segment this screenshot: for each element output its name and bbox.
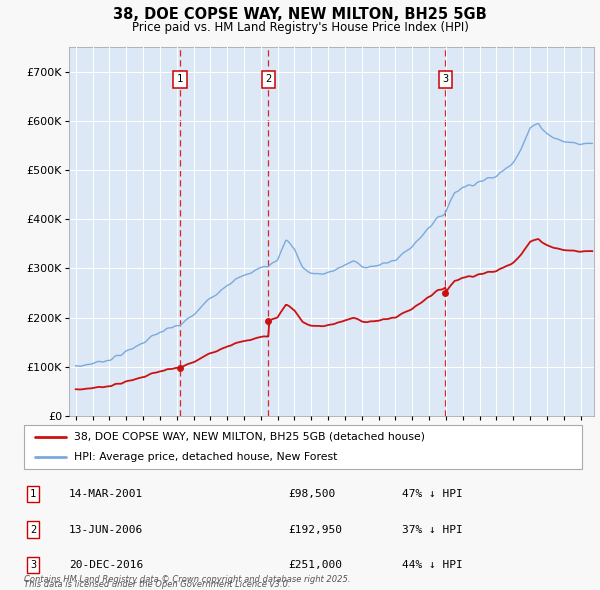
Text: 14-MAR-2001: 14-MAR-2001: [69, 489, 143, 499]
Text: £192,950: £192,950: [288, 525, 342, 535]
Text: 38, DOE COPSE WAY, NEW MILTON, BH25 5GB (detached house): 38, DOE COPSE WAY, NEW MILTON, BH25 5GB …: [74, 432, 425, 442]
Text: HPI: Average price, detached house, New Forest: HPI: Average price, detached house, New …: [74, 452, 338, 462]
Text: 37% ↓ HPI: 37% ↓ HPI: [402, 525, 463, 535]
Text: 13-JUN-2006: 13-JUN-2006: [69, 525, 143, 535]
Text: 20-DEC-2016: 20-DEC-2016: [69, 560, 143, 570]
Text: 3: 3: [30, 560, 36, 570]
Text: This data is licensed under the Open Government Licence v3.0.: This data is licensed under the Open Gov…: [24, 581, 290, 589]
Text: £98,500: £98,500: [288, 489, 335, 499]
Text: 44% ↓ HPI: 44% ↓ HPI: [402, 560, 463, 570]
Text: 38, DOE COPSE WAY, NEW MILTON, BH25 5GB: 38, DOE COPSE WAY, NEW MILTON, BH25 5GB: [113, 7, 487, 22]
Text: Price paid vs. HM Land Registry's House Price Index (HPI): Price paid vs. HM Land Registry's House …: [131, 21, 469, 34]
Text: 2: 2: [265, 74, 272, 84]
FancyBboxPatch shape: [24, 425, 582, 469]
Text: 47% ↓ HPI: 47% ↓ HPI: [402, 489, 463, 499]
Text: 1: 1: [177, 74, 183, 84]
Text: 1: 1: [30, 489, 36, 499]
Text: Contains HM Land Registry data © Crown copyright and database right 2025.: Contains HM Land Registry data © Crown c…: [24, 575, 350, 584]
Text: 3: 3: [442, 74, 449, 84]
Text: £251,000: £251,000: [288, 560, 342, 570]
Text: 2: 2: [30, 525, 36, 535]
